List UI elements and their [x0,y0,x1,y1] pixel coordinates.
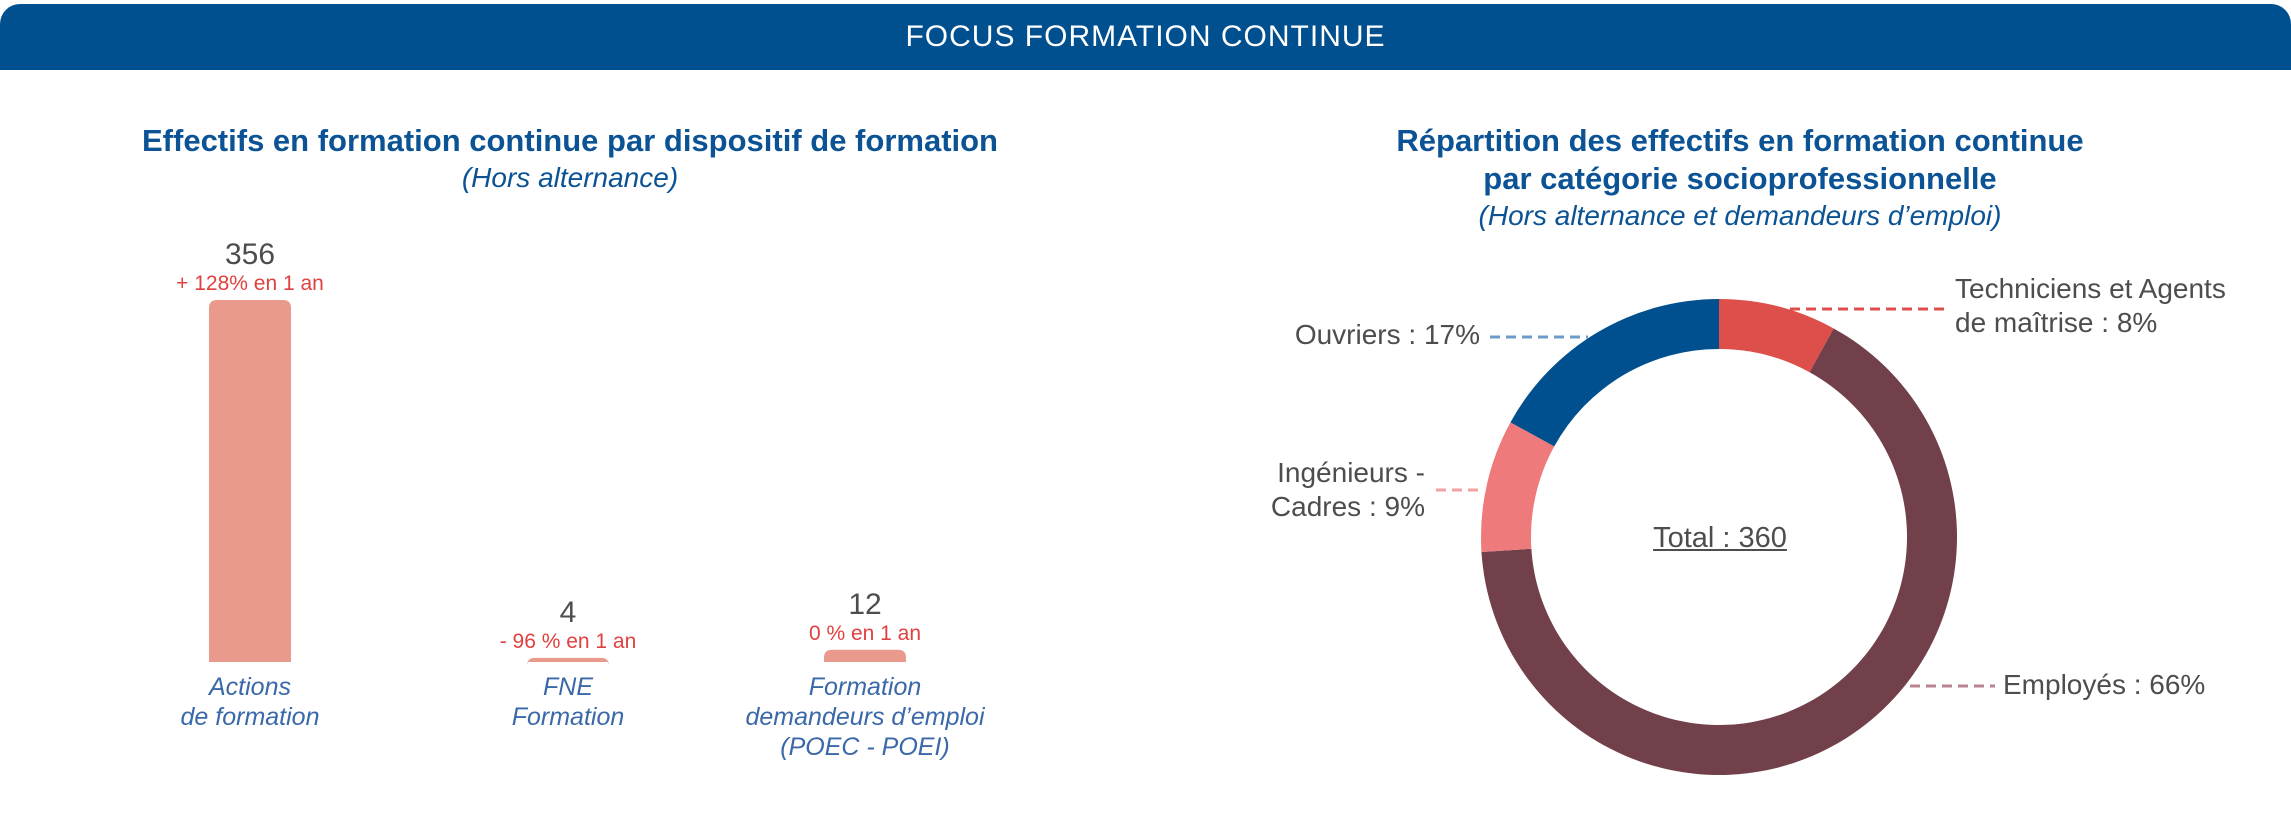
bar-chart-title: Effectifs en formation continue par disp… [142,123,998,158]
bar [824,649,906,662]
donut-slice [1510,299,1719,447]
donut-chart-subtitle: (Hors alternance et demandeurs d’emploi) [1478,200,2002,231]
donut-chart-title-line1: Répartition des effectifs en formation c… [1396,123,2084,158]
donut-slice-label: Techniciens et Agents de maîtrise : 8% [1955,273,2226,338]
bar [527,657,609,666]
bar-category-label: Formation demandeurs d’emploi (POEC - PO… [745,673,985,761]
header-banner: FOCUS FORMATION CONTINUE [0,4,2291,70]
bar-change-label: + 128% en 1 an [176,272,324,295]
donut-slice-label: Ingénieurs - Cadres : 9% [1270,457,1425,522]
bar-chart-subtitle: (Hors alternance) [461,162,679,193]
donut-chart-title-block: Répartition des effectifs en formation c… [1280,122,2200,234]
donut-slice-label: Employés : 66% [2003,669,2206,700]
bar-value-label: 356 [225,238,275,271]
donut-slice [1480,422,1555,552]
bar-category-label: FNE Formation [511,673,625,731]
bar-change-label: 0 % en 1 an [809,622,921,645]
bar-value-label: 12 [848,588,881,621]
bar-change-label: - 96 % en 1 an [500,630,637,653]
donut-total-label: Total : 360 [1653,522,1787,554]
header-title: FOCUS FORMATION CONTINUE [905,20,1386,53]
bar [209,300,291,662]
bar-category-label: Actions de formation [180,673,320,731]
donut-slice [1719,299,1834,373]
bar-chart-title-block: Effectifs en formation continue par disp… [60,122,1080,196]
donut-slice-label: Ouvriers : 17% [1294,319,1480,350]
bar-value-label: 4 [560,596,577,629]
donut-chart-title-line2: par catégorie socioprofessionnelle [1483,161,1997,196]
